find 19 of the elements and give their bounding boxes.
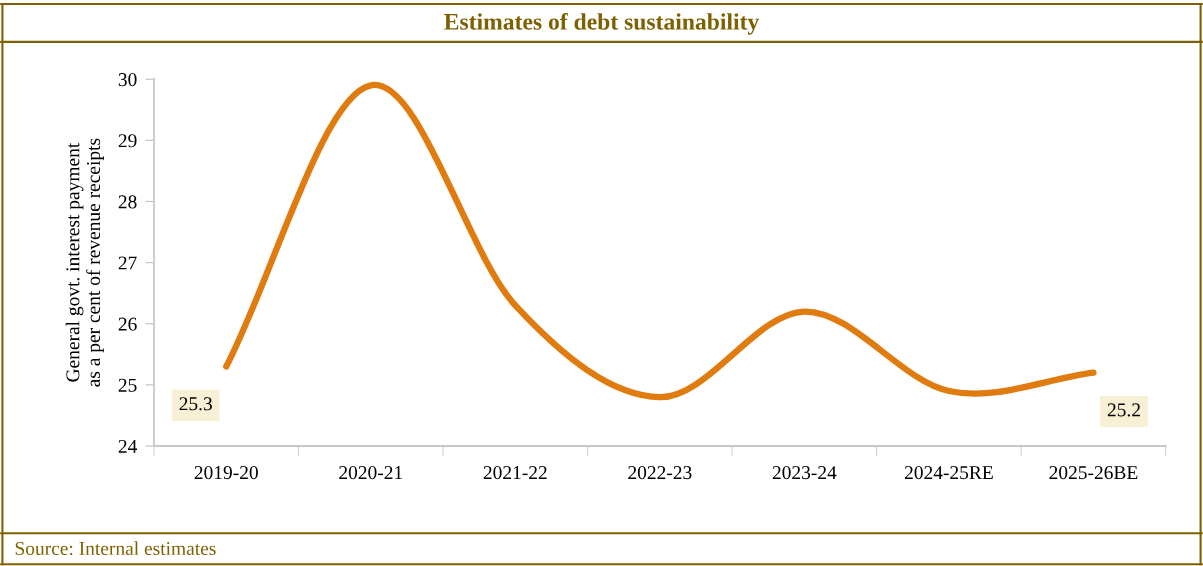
y-tick-label: 24 <box>118 439 138 453</box>
source-note: Source: Internal estimates <box>15 541 216 556</box>
data-label: 25.3 <box>179 397 212 411</box>
y-tick-label: 29 <box>118 134 137 148</box>
chart-title: Estimates of debt sustainability <box>444 12 760 35</box>
x-tick-label: 2024-25RE <box>904 466 993 480</box>
data-label: 25.2 <box>1107 403 1140 417</box>
y-tick-label: 27 <box>118 256 137 270</box>
x-tick-label: 2019-20 <box>194 466 258 480</box>
x-tick-label: 2021-22 <box>483 466 547 480</box>
y-tick-label: 28 <box>118 195 137 209</box>
x-tick-label: 2025-26BE <box>1049 466 1138 480</box>
x-tick-label: 2022-23 <box>628 466 692 480</box>
y-axis-title: General govt. interest payment as a per cent of revenue receipts <box>65 138 104 387</box>
y-tick-label: 30 <box>118 73 137 87</box>
y-tick-label: 26 <box>118 317 137 331</box>
x-tick-label: 2023-24 <box>772 466 837 480</box>
x-tick-label: 2020-21 <box>339 466 403 480</box>
y-tick-label: 25 <box>118 378 137 392</box>
